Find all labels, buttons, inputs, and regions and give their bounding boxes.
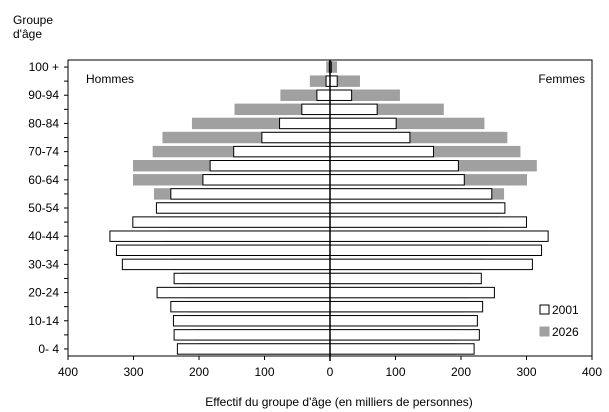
bar-2001-hommes-55-59 [170,188,331,200]
x-tick-label: 300 [123,365,143,379]
bar-2001-femmes-40-44 [329,230,549,242]
bar-2001-femmes-0-4 [329,343,475,355]
bar-2001-hommes-90-94 [316,89,331,101]
bar-2001-hommes-20-24 [156,286,331,299]
x-tick-label: 0 [327,365,334,379]
y-tick-label: 0- 4 [38,342,59,356]
bar-2001-femmes-95-99 [329,75,338,87]
bar-2001-femmes-15-19 [329,300,484,313]
x-tick-label: 400 [58,365,78,379]
bar-2001-femmes-45-49 [329,216,527,228]
bar-2001-hommes-35-39 [115,244,331,257]
x-tick-label: 200 [451,365,471,379]
y-axis-title-line-2: d'âge [13,27,42,41]
bar-2001-femmes-30-34 [329,258,533,271]
bar-2001-femmes-50-54 [329,202,506,214]
y-tick-label: 70-74 [28,145,59,159]
bar-2001-hommes-75-79 [261,131,331,144]
legend-label-2001: 2001 [552,303,579,317]
bar-2001-hommes-70-74 [233,145,331,158]
bar-2001-hommes-65-69 [209,160,331,172]
bar-2001-femmes-35-39 [329,244,543,257]
bar-2001-femmes-90-94 [329,89,353,101]
bar-2001-hommes-15-19 [170,300,331,313]
y-tick-label: 50-54 [28,201,59,215]
y-tick-label: 100 + [29,60,59,74]
y-tick-label: 80-84 [28,116,59,130]
bar-2001-femmes-65-69 [329,160,459,172]
bar-2001-femmes-20-24 [329,286,495,299]
bars-layer [109,61,549,355]
ticks-layer: 0- 4 10-14 20-24 30-34 40-44 50-54 60-64 70-74 8… [28,60,602,379]
bar-2001-hommes-80-84 [279,117,331,130]
bar-2001-femmes-75-79 [329,131,411,144]
femmes-label: Femmes [538,72,585,86]
x-tick-label: 100 [385,365,405,379]
bar-2001-femmes-5-9 [329,329,480,341]
y-tick-label: 10-14 [28,314,59,328]
bar-2001-hommes-60-64 [202,174,331,186]
bar-2001-hommes-30-34 [121,258,331,271]
bar-2001-hommes-25-29 [173,272,331,285]
legend-swatch-2001 [539,304,550,315]
bar-2001-hommes-40-44 [109,230,331,242]
x-tick-label: 400 [582,365,602,379]
y-tick-label: 30-34 [28,257,59,271]
y-tick-label: 60-64 [28,173,59,187]
legend-swatch-2026 [539,326,550,337]
hommes-label: Hommes [86,72,134,86]
x-tick-label: 100 [254,365,274,379]
bar-2001-femmes-85-89 [329,103,378,116]
bar-2001-femmes-80-84 [329,117,397,130]
legend-label-2026: 2026 [552,325,579,339]
y-tick-label: 20-24 [28,286,59,300]
bar-2001-hommes-45-49 [132,216,331,228]
bar-2001-femmes-55-59 [329,188,493,200]
bar-2001-hommes-0-4 [176,343,331,355]
bar-2001-femmes-10-14 [329,315,478,327]
bar-2001-hommes-50-54 [155,202,331,214]
legend: 2001 2026 [539,303,579,339]
x-tick-label: 300 [516,365,536,379]
y-axis-title-line-1: Groupe [13,13,53,27]
bar-2001-femmes-70-74 [329,145,434,158]
bar-2001-hommes-85-89 [301,103,331,116]
plot-frame-layer [67,59,593,361]
x-axis-title: Effectif du groupe d'âge (en milliers de… [205,395,473,409]
bar-2001-hommes-10-14 [172,315,331,327]
bar-2001-hommes-5-9 [173,329,331,341]
bar-2001-femmes-25-29 [329,272,482,285]
bar-2001-femmes-60-64 [329,174,465,186]
y-tick-label: 40-44 [28,229,59,243]
x-tick-label: 200 [189,365,209,379]
y-tick-label: 90-94 [28,88,59,102]
